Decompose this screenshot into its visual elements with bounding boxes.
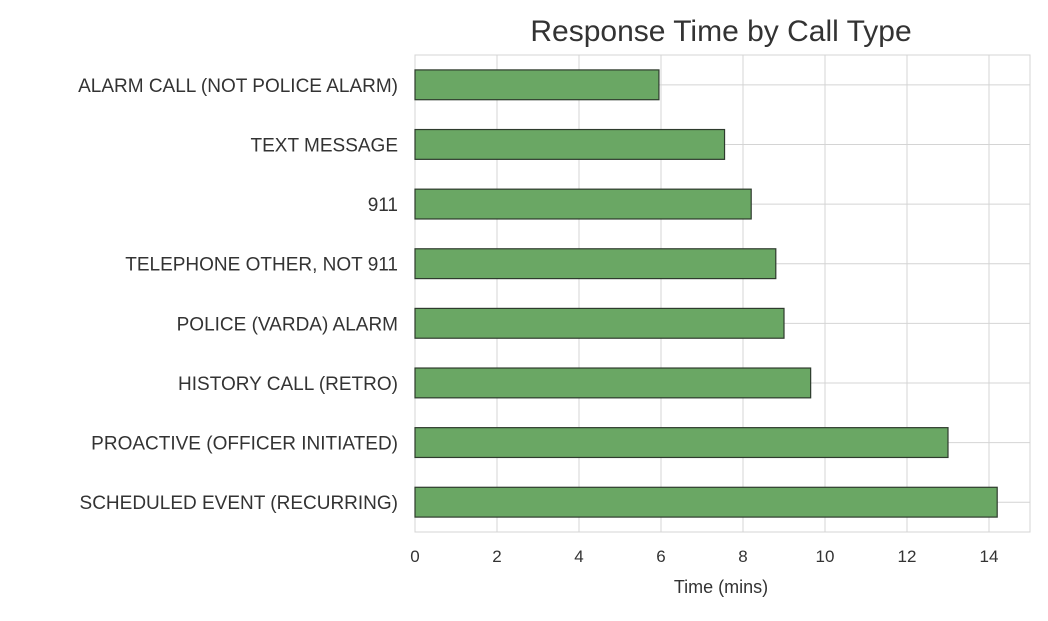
bar [414,486,998,518]
y-tick-label: POLICE (VARDA) ALARM [177,314,398,335]
bar [414,69,660,101]
y-tick-label: HISTORY CALL (RETRO) [178,374,398,395]
plot-frame [414,54,1031,533]
bar [414,307,785,339]
bars [414,69,998,518]
bar [414,367,812,399]
bar [414,128,726,160]
x-tick-label: 12 [898,547,917,566]
grid-lines [414,54,1031,533]
y-tick-label: 911 [368,195,398,216]
x-axis-label: Time (mins) [674,577,768,597]
x-tick-label: 14 [980,547,999,566]
chart-title: Response Time by Call Type [530,15,911,48]
y-tick-label: PROACTIVE (OFFICER INITIATED) [91,434,398,455]
bar [414,188,752,220]
y-tick-label: TELEPHONE OTHER, NOT 911 [125,255,398,276]
x-tick-labels: 0 2 4 6 8 10 12 14 [410,547,998,566]
bar [414,248,777,280]
bar [414,427,949,459]
x-tick-label: 0 [410,547,419,566]
y-tick-label: SCHEDULED EVENT (RECURRING) [80,493,398,514]
x-tick-label: 6 [656,547,665,566]
x-tick-label: 8 [738,547,747,566]
y-tick-label: TEXT MESSAGE [251,135,398,156]
y-tick-label: ALARM CALL (NOT POLICE ALARM) [78,76,398,97]
x-tick-label: 4 [574,547,583,566]
y-tick-labels: ALARM CALL (NOT POLICE ALARM) TEXT MESSAG… [78,76,398,514]
x-tick-label: 2 [492,547,501,566]
x-tick-label: 10 [816,547,835,566]
